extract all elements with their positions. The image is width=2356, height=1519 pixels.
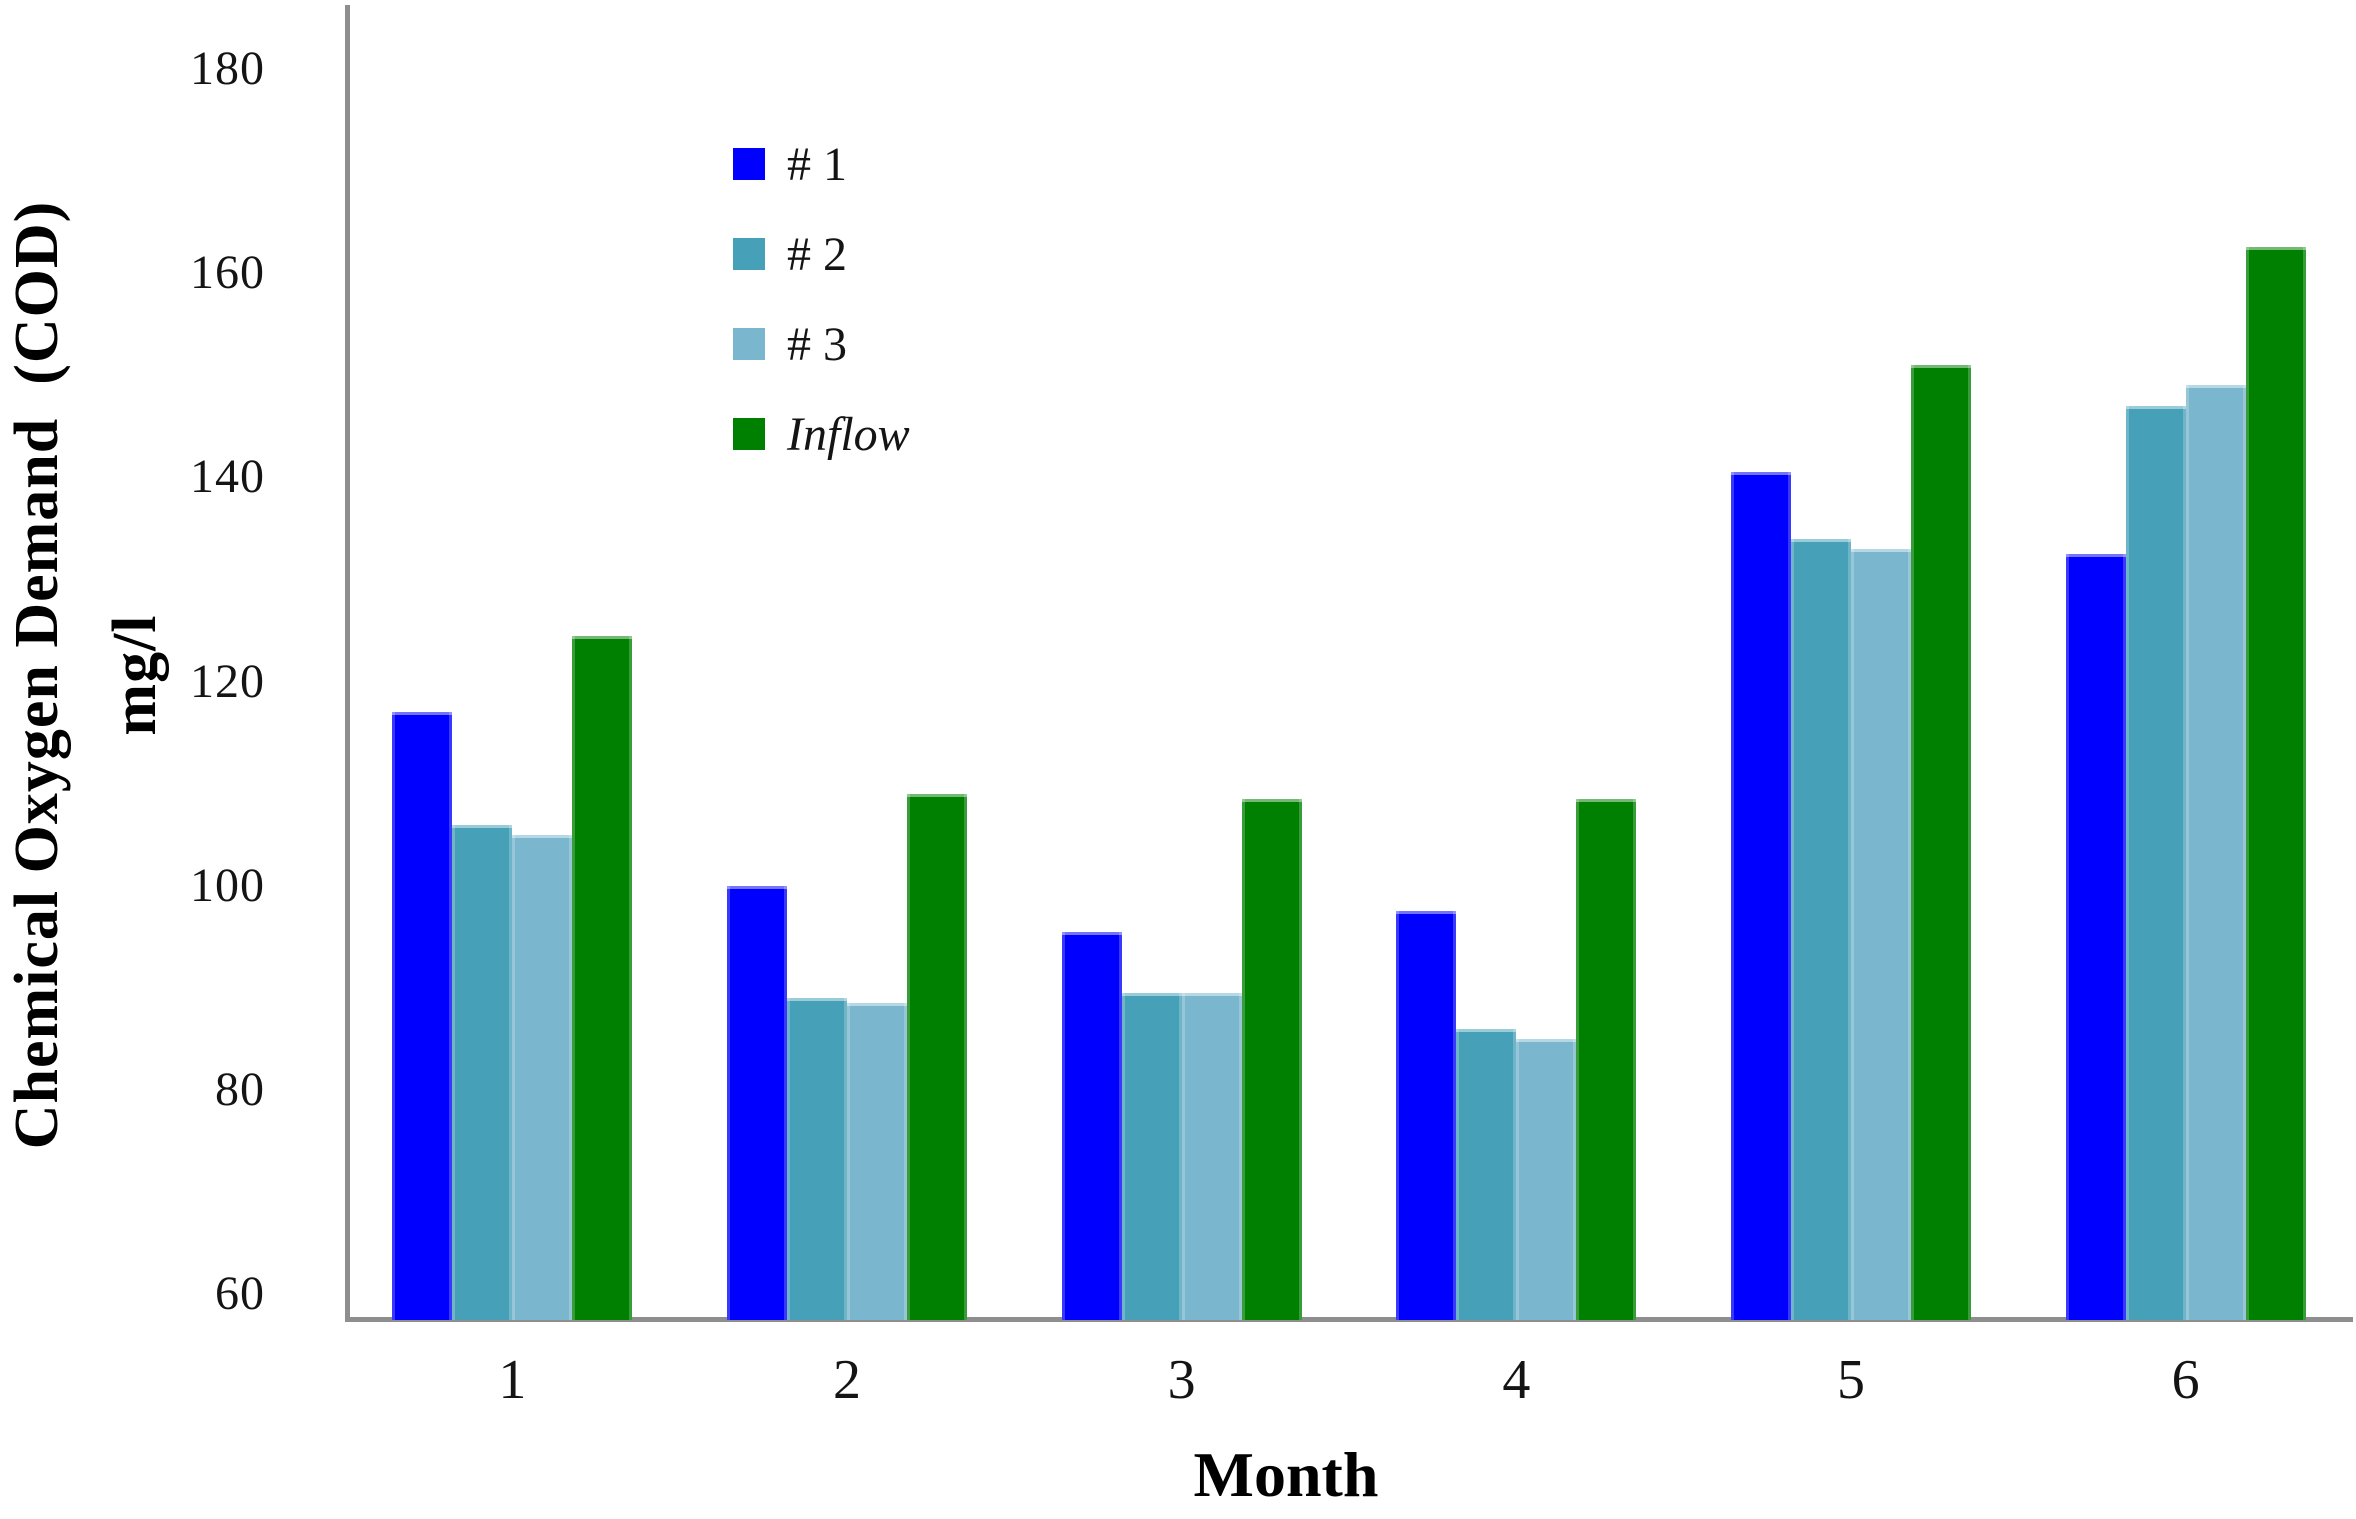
bar-month1-series-2 bbox=[452, 824, 513, 1320]
bar-month2-series-1 bbox=[727, 885, 787, 1320]
legend-swatch-icon bbox=[733, 328, 765, 360]
legend-item: # 3 bbox=[733, 317, 910, 371]
bar-month3-series-1 bbox=[1061, 931, 1122, 1320]
bar-month3-series-2 bbox=[1121, 993, 1182, 1320]
bar-month5-series-1 bbox=[1731, 472, 1791, 1320]
bar-month6-series-2 bbox=[2125, 405, 2186, 1320]
bar-month2-series-4 bbox=[907, 793, 967, 1320]
y-tick-label: 140 bbox=[190, 450, 265, 504]
legend-swatch-icon bbox=[733, 238, 765, 270]
legend-label: # 2 bbox=[787, 227, 847, 281]
bar-month5-series-3 bbox=[1851, 548, 1911, 1320]
bar-month1-series-1 bbox=[392, 712, 453, 1320]
bar-month3-series-3 bbox=[1181, 993, 1242, 1320]
y-tick-label: 180 bbox=[190, 41, 265, 95]
bar-month2-series-2 bbox=[787, 998, 847, 1320]
x-tick-label: 2 bbox=[833, 1349, 861, 1411]
bar-month3-series-4 bbox=[1241, 799, 1302, 1320]
x-tick-label: 6 bbox=[2171, 1349, 2200, 1411]
bar-month6-series-4 bbox=[2245, 247, 2306, 1320]
legend: # 1 # 2 # 3 Inflow bbox=[733, 138, 910, 498]
bar-month6-series-3 bbox=[2185, 385, 2246, 1320]
y-tick-label: 100 bbox=[190, 858, 265, 912]
legend-item: Inflow bbox=[733, 407, 910, 461]
x-tick-label: 1 bbox=[498, 1349, 527, 1411]
bar-month6-series-1 bbox=[2065, 553, 2126, 1320]
bar-month4-series-1 bbox=[1396, 911, 1457, 1320]
bar-month1-series-4 bbox=[572, 635, 633, 1320]
y-axis-title-line1: Chemical Oxygen Demand (COD) bbox=[3, 200, 71, 1150]
x-tick-label: 5 bbox=[1837, 1349, 1865, 1411]
bar-month2-series-3 bbox=[847, 1003, 907, 1320]
y-tick-label: 60 bbox=[215, 1267, 265, 1321]
legend-swatch-icon bbox=[733, 148, 765, 180]
x-tick-label: 4 bbox=[1502, 1349, 1531, 1411]
bar-month5-series-2 bbox=[1791, 538, 1851, 1320]
legend-item: # 1 bbox=[733, 137, 910, 191]
bar-month1-series-3 bbox=[512, 834, 573, 1320]
x-axis-title: Month bbox=[1193, 1439, 1379, 1510]
y-tick-label: 80 bbox=[215, 1063, 265, 1117]
y-tick-label: 120 bbox=[190, 654, 265, 708]
bar-month4-series-4 bbox=[1576, 799, 1637, 1320]
plot-area bbox=[345, 5, 2353, 1322]
x-tick-label: 3 bbox=[1167, 1349, 1196, 1411]
y-tick-label: 160 bbox=[190, 245, 265, 299]
legend-label: # 1 bbox=[787, 137, 847, 191]
legend-swatch-icon bbox=[733, 418, 765, 450]
bar-month4-series-2 bbox=[1456, 1028, 1517, 1320]
bar-month5-series-4 bbox=[1911, 364, 1971, 1320]
legend-label: Inflow bbox=[787, 407, 910, 461]
legend-item: # 2 bbox=[733, 227, 910, 281]
legend-label: # 3 bbox=[787, 317, 847, 371]
bar-month4-series-3 bbox=[1516, 1039, 1577, 1320]
